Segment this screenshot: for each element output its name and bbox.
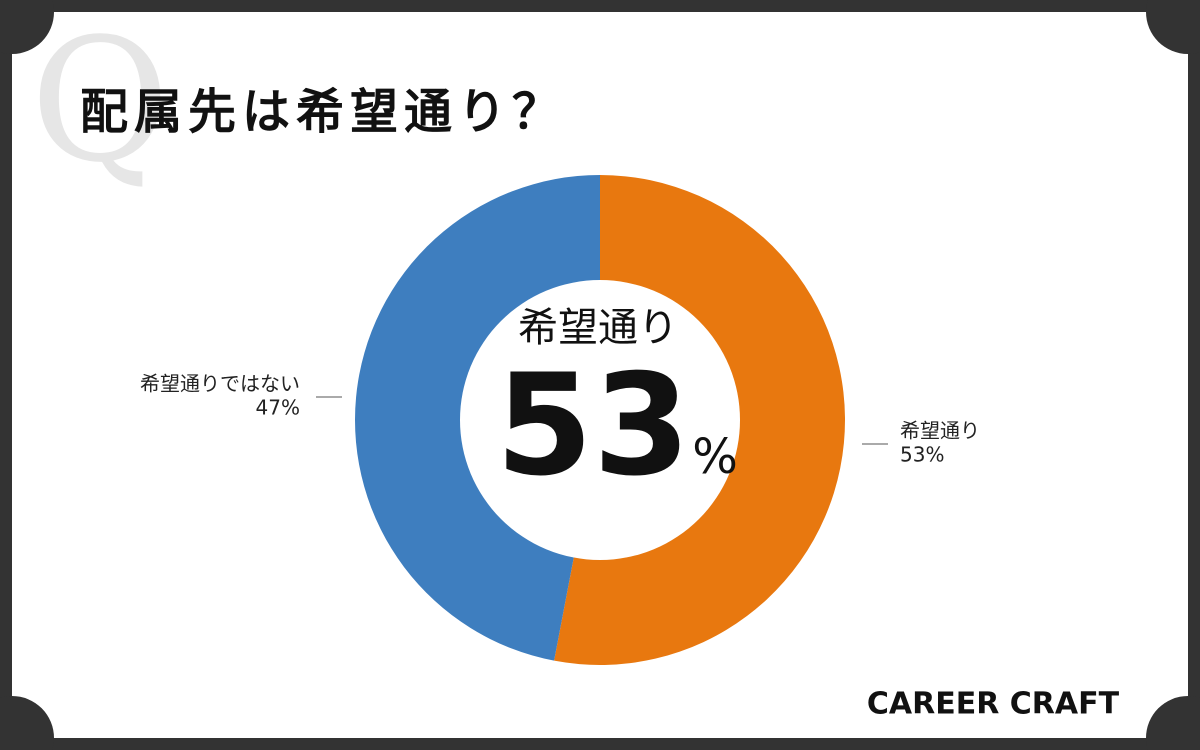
corner [0,696,54,750]
slice-label: 希望通りではない [140,372,300,396]
brand: CAREER CRAFT [867,687,1120,722]
slice-value: 47% [256,396,300,420]
chart-title: 配属先は希望通り？ [80,84,566,140]
corner [0,0,54,54]
slice-value: 53% [900,443,944,467]
donut-hole [460,280,740,560]
center-value: 53 [496,345,691,508]
corner [1146,0,1200,54]
watermark: Q [30,2,169,200]
center-label: 希望通り [518,305,678,351]
slice-label: 希望通り [900,419,980,443]
corner [1146,696,1200,750]
center-unit: % [692,429,738,485]
